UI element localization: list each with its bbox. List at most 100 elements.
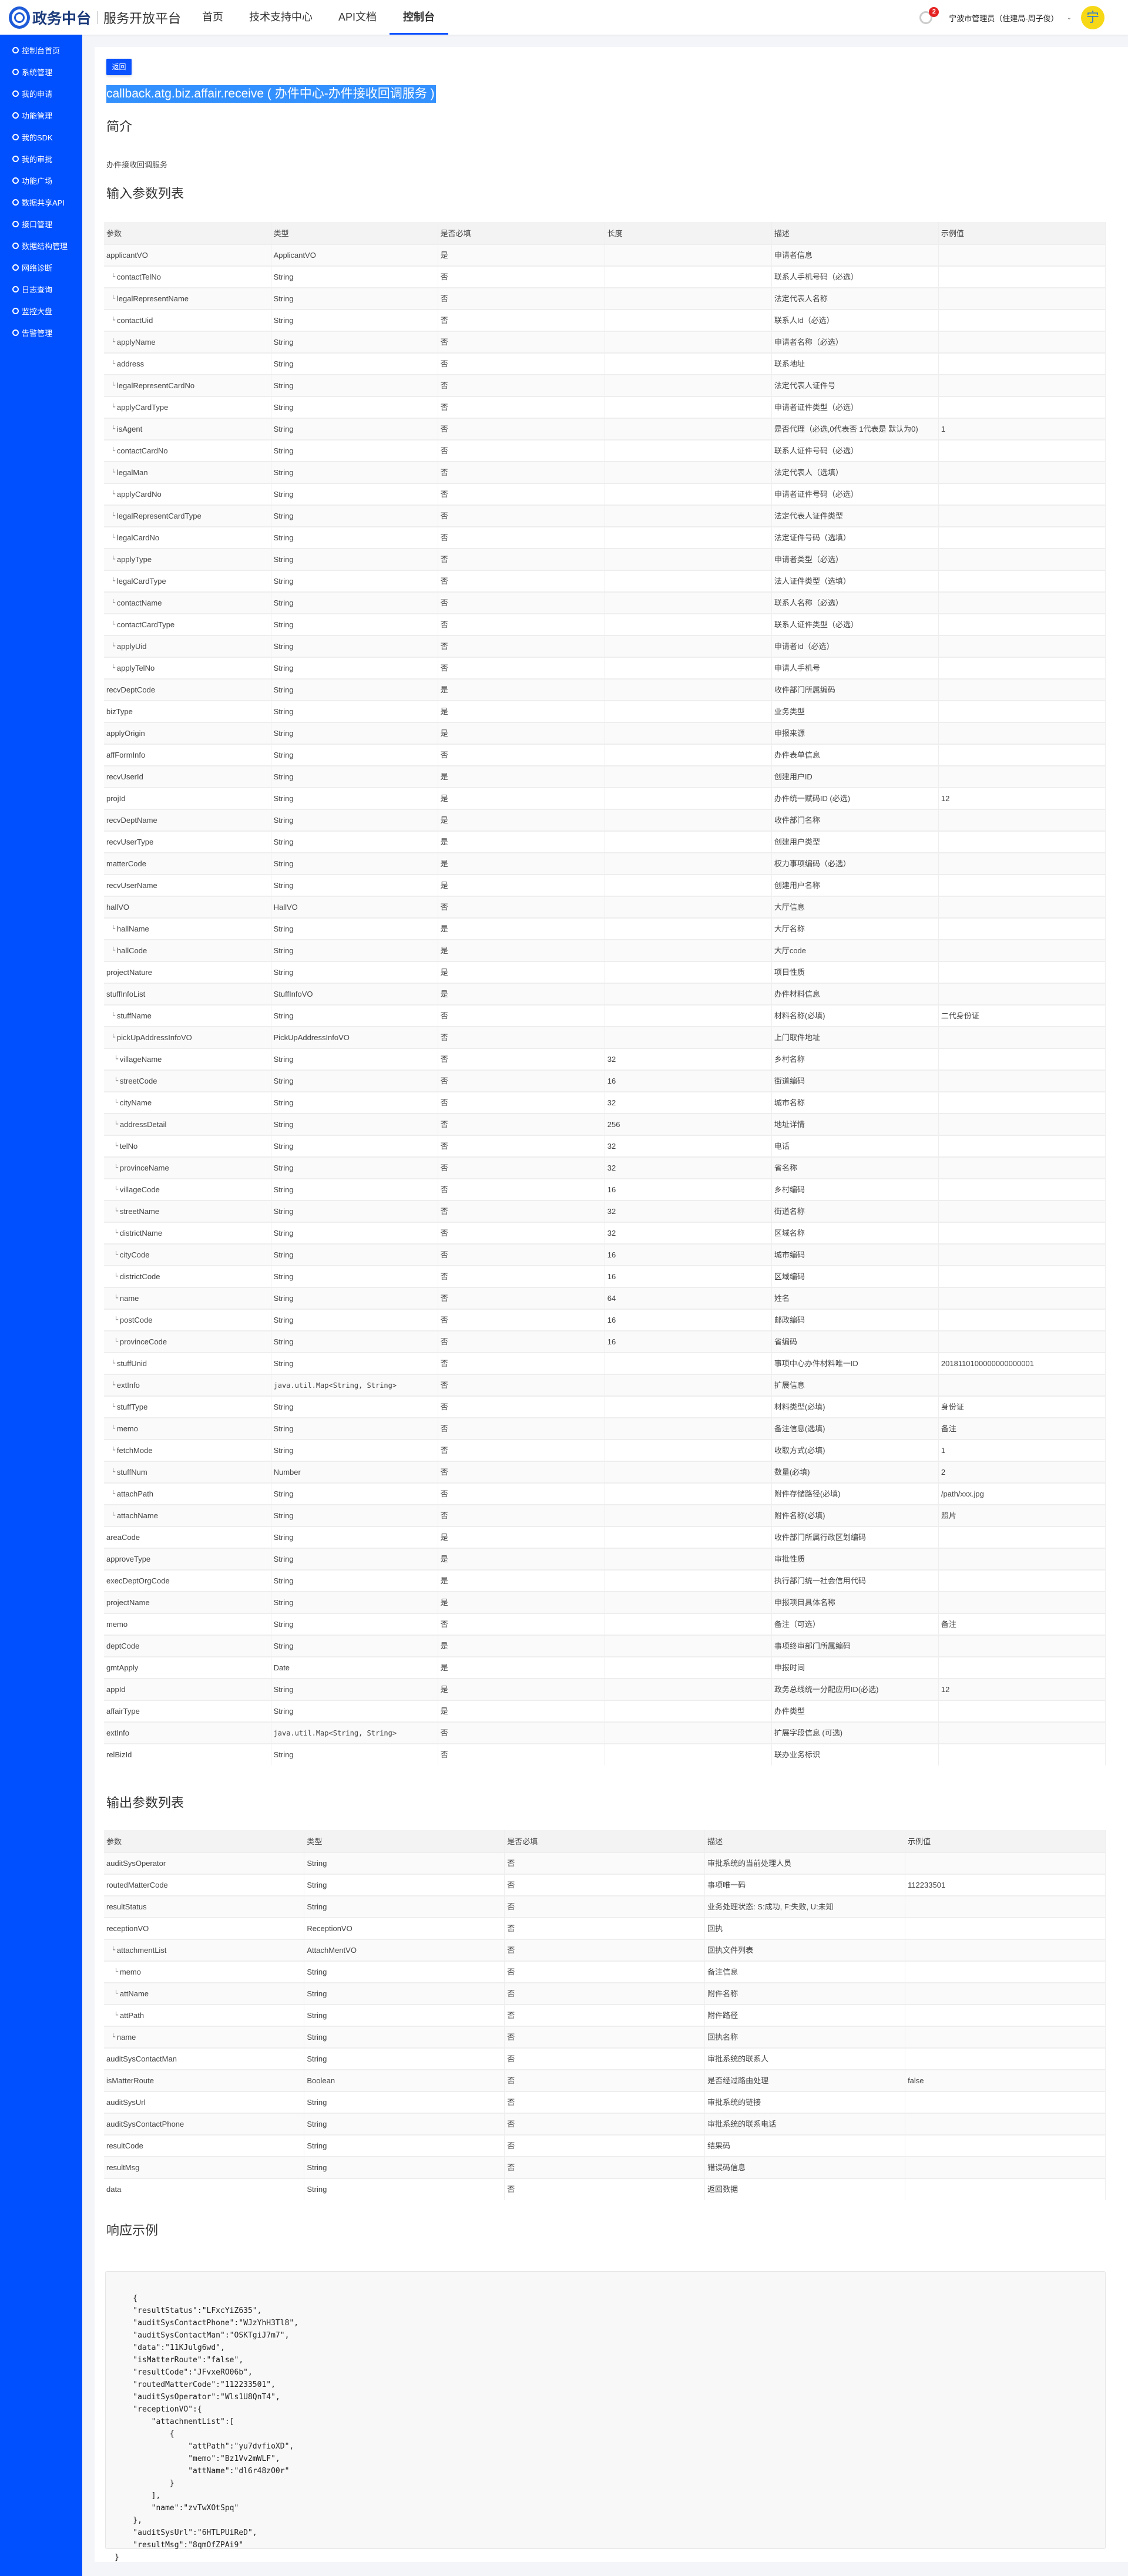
sidebar-item[interactable]: 控制台首页 [0,39,82,61]
input-params-table: 参数 类型 是否必填 长度 描述 示例值 applicantVO ApplicantVO 是申请… [104,222,1106,1765]
table-cell: String [304,2091,505,2113]
table-cell: affairType [104,1700,271,1722]
table-cell [605,1743,772,1765]
table-cell: String [304,2047,505,2070]
table-cell: hallVO [104,896,271,918]
table-cell: 否 [504,2178,706,2200]
table-cell: 法定代表人证件号 [771,374,939,396]
table-cell: 备注 [938,1613,1106,1635]
table-cell: 否 [438,418,605,440]
column-header: 描述 [771,222,939,244]
sidebar-item[interactable]: 系统管理 [0,61,82,83]
sidebar-item[interactable]: 接口管理 [0,213,82,235]
sidebar-item[interactable]: 数据结构管理 [0,235,82,257]
table-cell: routedMatterCode [104,1874,305,1896]
table-cell: 街道名称 [771,1200,939,1222]
table-cell [938,1243,1106,1266]
nav-console[interactable]: 控制台 [390,0,449,35]
table-cell: PickUpAddressInfoVO [271,1026,438,1048]
table-cell [605,1678,772,1700]
table-cell: String [271,1548,438,1570]
table-row: auditSysUrl String 否审批系统的链接 [104,2091,1106,2113]
table-cell: 审批系统的联系电话 [704,2113,906,2135]
table-cell: String [271,1395,438,1418]
table-cell: 业务类型 [771,700,939,722]
nav-tech-support[interactable]: 技术支持中心 [249,11,313,23]
sidebar-item[interactable]: 我的申请 [0,83,82,105]
table-cell: streetCode [104,1070,271,1092]
table-cell: 112233501 [905,1874,1106,1896]
table-cell: 1 [938,1439,1106,1461]
nav-home[interactable]: 首页 [202,11,223,23]
table-row: affFormInfo String 否 办件表单信息 [104,744,1106,766]
table-cell: 是 [438,722,605,744]
table-cell: 审批性质 [771,1548,939,1570]
table-cell: 申报来源 [771,722,939,744]
logo[interactable]: 政务中台 服务开放平台 [9,6,181,29]
back-button[interactable]: 返回 [106,59,132,75]
table-cell: 是 [438,809,605,831]
table-cell: 办件统一赋码ID (必选) [771,787,939,809]
table-cell: String [271,1569,438,1592]
table-cell: String [271,722,438,744]
table-cell: 否 [504,1939,706,1961]
table-cell: isMatterRoute [104,2069,305,2091]
table-cell [938,1135,1106,1157]
sidebar-item[interactable]: 日志查询 [0,278,82,300]
table-cell [605,548,772,570]
table-cell: 城市编码 [771,1243,939,1266]
table-cell [938,678,1106,701]
sidebar-item[interactable]: 网络诊断 [0,257,82,278]
table-cell: 地址详情 [771,1113,939,1135]
table-cell: 申请者类型（必选） [771,548,939,570]
table-cell: String [271,287,438,310]
table-row: recvUserId String 是 创建用户ID [104,765,1106,788]
table-cell: stuffName [104,1004,271,1027]
table-header-row: 参数 类型 是否必填 描述 示例值 [104,1830,1106,1852]
table-cell: legalRepresentCardType [104,505,271,527]
table-cell [905,1917,1106,1939]
table-cell [938,635,1106,657]
notification-smile-icon[interactable]: 2 [919,7,939,24]
avatar[interactable]: 宁 [1081,6,1104,29]
sidebar-item[interactable]: 我的SDK [0,126,82,148]
table-cell: name [104,1287,271,1309]
user-name[interactable]: 宁波市管理员（住建局-周子俊） [949,14,1059,23]
sidebar-item-label: 系统管理 [22,68,53,77]
nav-api-docs[interactable]: API文档 [338,11,377,23]
table-cell [938,874,1106,896]
sidebar-item[interactable]: 我的审批 [0,148,82,170]
table-cell: villageCode [104,1178,271,1200]
pen-icon [12,90,19,97]
column-header: 类型 [304,1830,505,1852]
table-cell: 返回数据 [704,2178,906,2200]
table-cell [938,657,1106,679]
table-cell: 32 [605,1222,772,1244]
table-row: resultMsg String 否错误码信息 [104,2156,1106,2178]
sidebar-item[interactable]: 告警管理 [0,322,82,344]
table-cell [938,830,1106,853]
table-cell: 审批系统的链接 [704,2091,906,2113]
table-cell: attachName [104,1504,271,1526]
table-cell: 否 [504,2156,706,2178]
sidebar-item[interactable]: 功能广场 [0,170,82,191]
copy-icon [12,112,19,119]
table-cell: 否 [438,1265,605,1287]
table-cell [938,1374,1106,1396]
table-cell [938,1569,1106,1592]
table-cell: /path/xxx.jpg [938,1482,1106,1505]
table-cell: addressDetail [104,1113,271,1135]
sidebar-item[interactable]: 数据共享API [0,191,82,213]
table-cell: 申报项目具体名称 [771,1591,939,1613]
table-cell: 16 [605,1070,772,1092]
table-cell: legalRepresentName [104,287,271,310]
sidebar-item[interactable]: 功能管理 [0,105,82,126]
table-cell: streetName [104,1200,271,1222]
sidebar-item[interactable]: 监控大盘 [0,300,82,322]
table-row: affairType String 是 办件类型 [104,1700,1106,1722]
chevron-down-icon[interactable]: ⌄ [1066,14,1072,21]
table-row: stuffInfoList StuffInfoVO 是 办件材料信息 [104,983,1106,1005]
table-cell [938,1548,1106,1570]
